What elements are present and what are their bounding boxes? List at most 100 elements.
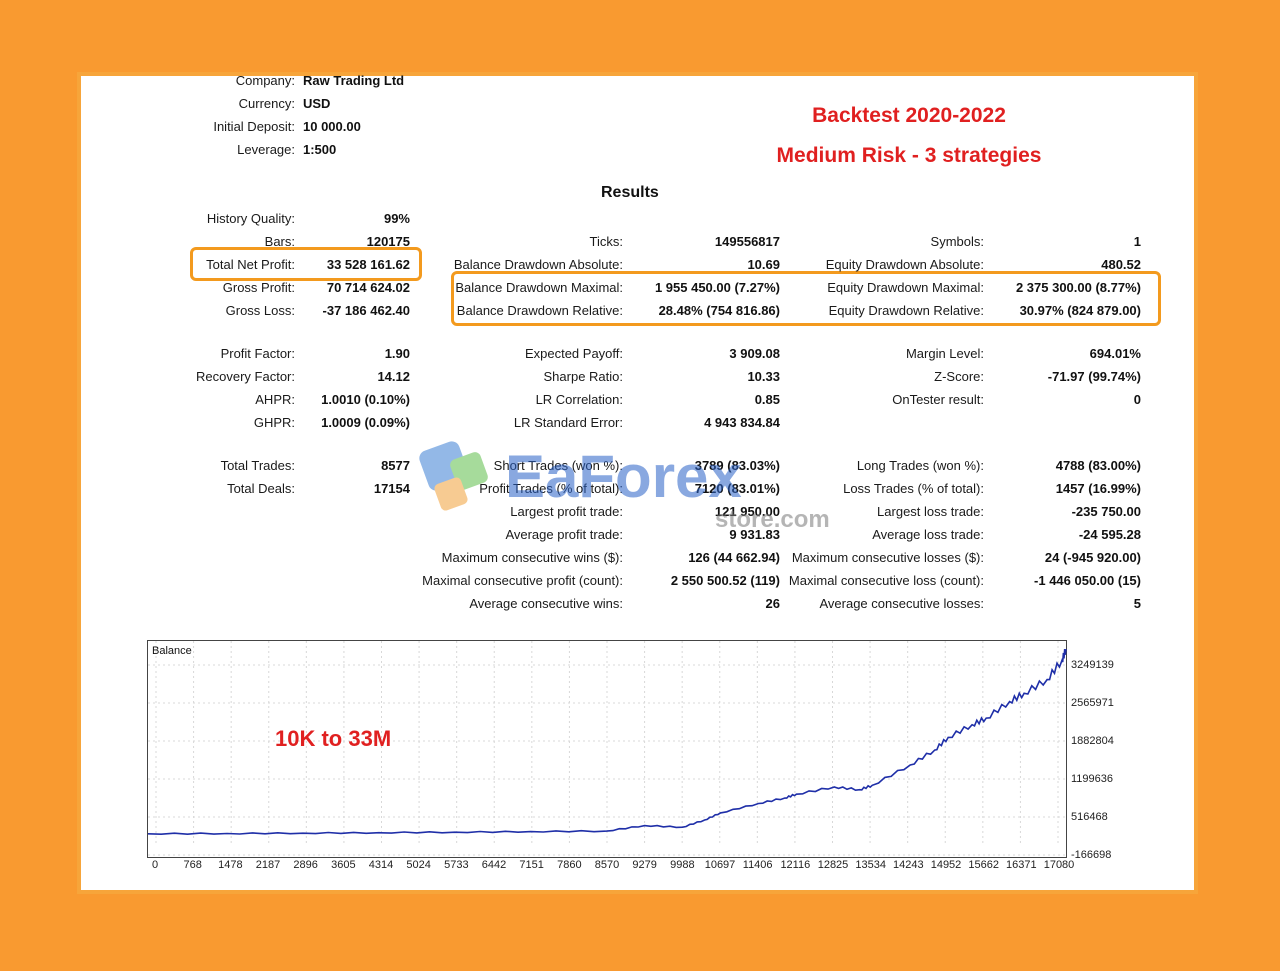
col2-value: 10.33	[747, 369, 780, 384]
col2-label: LR Correlation:	[535, 392, 623, 407]
x-tick-label: 12116	[780, 859, 811, 871]
col2-label: Balance Drawdown Maximal:	[455, 280, 623, 295]
x-tick-label: 16371	[1006, 859, 1037, 871]
banner-line-1: Backtest 2020-2022	[812, 104, 1006, 127]
col1-label: GHPR:	[253, 415, 295, 430]
x-tick-label: 2187	[255, 859, 281, 871]
x-tick-label: 1478	[218, 859, 243, 871]
col1-label: Gross Loss:	[225, 303, 295, 318]
col2-value: 3789 (83.03%)	[694, 458, 780, 473]
col3-value: 4788 (83.00%)	[1055, 458, 1141, 473]
col2-value: 9 931.83	[729, 527, 780, 542]
col1-label: Gross Profit:	[222, 280, 295, 295]
y-tick-label: 3249139	[1071, 659, 1114, 671]
col2-label: Largest profit trade:	[510, 504, 623, 519]
leverage-label: Leverage:	[237, 142, 295, 157]
col3-label: Margin Level:	[905, 346, 984, 361]
col1-label: Total Trades:	[220, 458, 295, 473]
col3-value: 5	[1133, 596, 1141, 611]
col1-label: Total Deals:	[227, 481, 295, 496]
col2-value: 3 909.08	[729, 346, 780, 361]
deposit-value: 10 000.00	[303, 119, 361, 134]
col3-value: -235 750.00	[1071, 504, 1141, 519]
x-tick-label: 17080	[1043, 859, 1075, 871]
x-tick-label: 9279	[632, 859, 657, 871]
col2-value: 149556817	[714, 234, 780, 249]
col2-value: 4 943 834.84	[704, 415, 780, 430]
col2-value: 126 (44 662.94)	[688, 550, 780, 565]
x-tick-label: 8570	[594, 859, 620, 871]
col1-label: Bars:	[264, 234, 295, 249]
col3-label: Z-Score:	[934, 369, 984, 384]
col1-label: Total Net Profit:	[206, 257, 295, 272]
col3-value: 1457 (16.99%)	[1055, 481, 1141, 496]
x-tick-label: 14952	[930, 859, 962, 871]
x-tick-label: 11406	[742, 859, 773, 871]
col3-label: Equity Drawdown Absolute:	[825, 257, 984, 272]
col3-label: Average consecutive losses:	[819, 596, 984, 611]
col2-label: LR Standard Error:	[513, 415, 623, 430]
col3-label: Long Trades (won %):	[856, 458, 984, 473]
leverage-value: 1:500	[303, 142, 337, 157]
y-tick-label: 2565971	[1071, 697, 1114, 709]
y-tick-label: 1882804	[1071, 735, 1114, 747]
col1-value: 1.0010 (0.10%)	[321, 392, 410, 407]
col1-value: 70 714 624.02	[326, 280, 410, 295]
x-tick-label: 14243	[893, 859, 924, 871]
banner-line-2: Medium Risk - 3 strategies	[776, 144, 1042, 167]
col2-label: Maximum consecutive wins ($):	[441, 550, 623, 565]
y-tick-label: 516468	[1071, 811, 1108, 823]
currency-value: USD	[303, 96, 331, 111]
x-tick-label: 15662	[968, 859, 999, 871]
balance-chart-svg	[148, 641, 1067, 856]
col2-label: Maximal consecutive profit (count):	[422, 573, 623, 588]
col3-value: -71.97 (99.74%)	[1047, 369, 1141, 384]
x-tick-label: 10697	[704, 859, 736, 871]
col2-label: Average consecutive wins:	[469, 596, 623, 611]
balance-chart: Balance 10K to 33M	[147, 640, 1067, 858]
col2-label: Profit Trades (% of total):	[479, 481, 623, 496]
col3-label: OnTester result:	[892, 392, 984, 407]
col3-label: Maximum consecutive losses ($):	[791, 550, 984, 565]
col3-value: -1 446 050.00 (15)	[1034, 573, 1141, 588]
x-tick-label: 5024	[406, 859, 431, 871]
col3-value: -24 595.28	[1078, 527, 1141, 542]
drawdown-highlight	[451, 271, 1161, 326]
currency-label: Currency:	[238, 96, 295, 111]
x-tick-label: 2896	[293, 859, 318, 871]
x-tick-label: 7860	[557, 859, 582, 871]
x-tick-label: 7151	[519, 859, 544, 871]
col1-value: 99%	[383, 211, 410, 226]
x-tick-label: 3605	[331, 859, 356, 871]
x-tick-label: 6442	[481, 859, 507, 871]
chart-annotation: 10K to 33M	[275, 726, 392, 751]
x-tick-label: 4314	[368, 859, 394, 871]
col3-label: Largest loss trade:	[877, 504, 984, 519]
col3-label: Maximal consecutive loss (count):	[788, 573, 984, 588]
col2-label: Ticks:	[589, 234, 623, 249]
col3-value: 0	[1133, 392, 1141, 407]
x-tick-label: 5733	[444, 859, 469, 871]
col1-value: 1.90	[384, 346, 410, 361]
col2-value: 10.69	[747, 257, 780, 272]
company-label: Company:	[235, 73, 295, 88]
x-tick-label: 768	[183, 859, 202, 871]
col2-label: Average profit trade:	[505, 527, 623, 542]
x-tick-label: 9988	[670, 859, 695, 871]
col2-label: Short Trades (won %):	[493, 458, 623, 473]
col3-value: 480.52	[1101, 257, 1141, 272]
col3-label: Average loss trade:	[872, 527, 984, 542]
chart-title: Balance	[152, 645, 192, 657]
col3-value: 1	[1133, 234, 1141, 249]
col3-label: Equity Drawdown Relative:	[828, 303, 984, 318]
col1-value: 17154	[373, 481, 410, 496]
balance-line	[148, 649, 1067, 836]
col2-label: Sharpe Ratio:	[543, 369, 624, 384]
col2-label: Balance Drawdown Relative:	[456, 303, 623, 318]
col2-value: 26	[765, 596, 780, 611]
col3-value: 694.01%	[1089, 346, 1141, 361]
net-profit-highlight	[190, 247, 422, 281]
col2-value: 121 950.00	[714, 504, 780, 519]
deposit-label: Initial Deposit:	[213, 119, 295, 134]
col1-value: 33 528 161.62	[326, 257, 410, 272]
